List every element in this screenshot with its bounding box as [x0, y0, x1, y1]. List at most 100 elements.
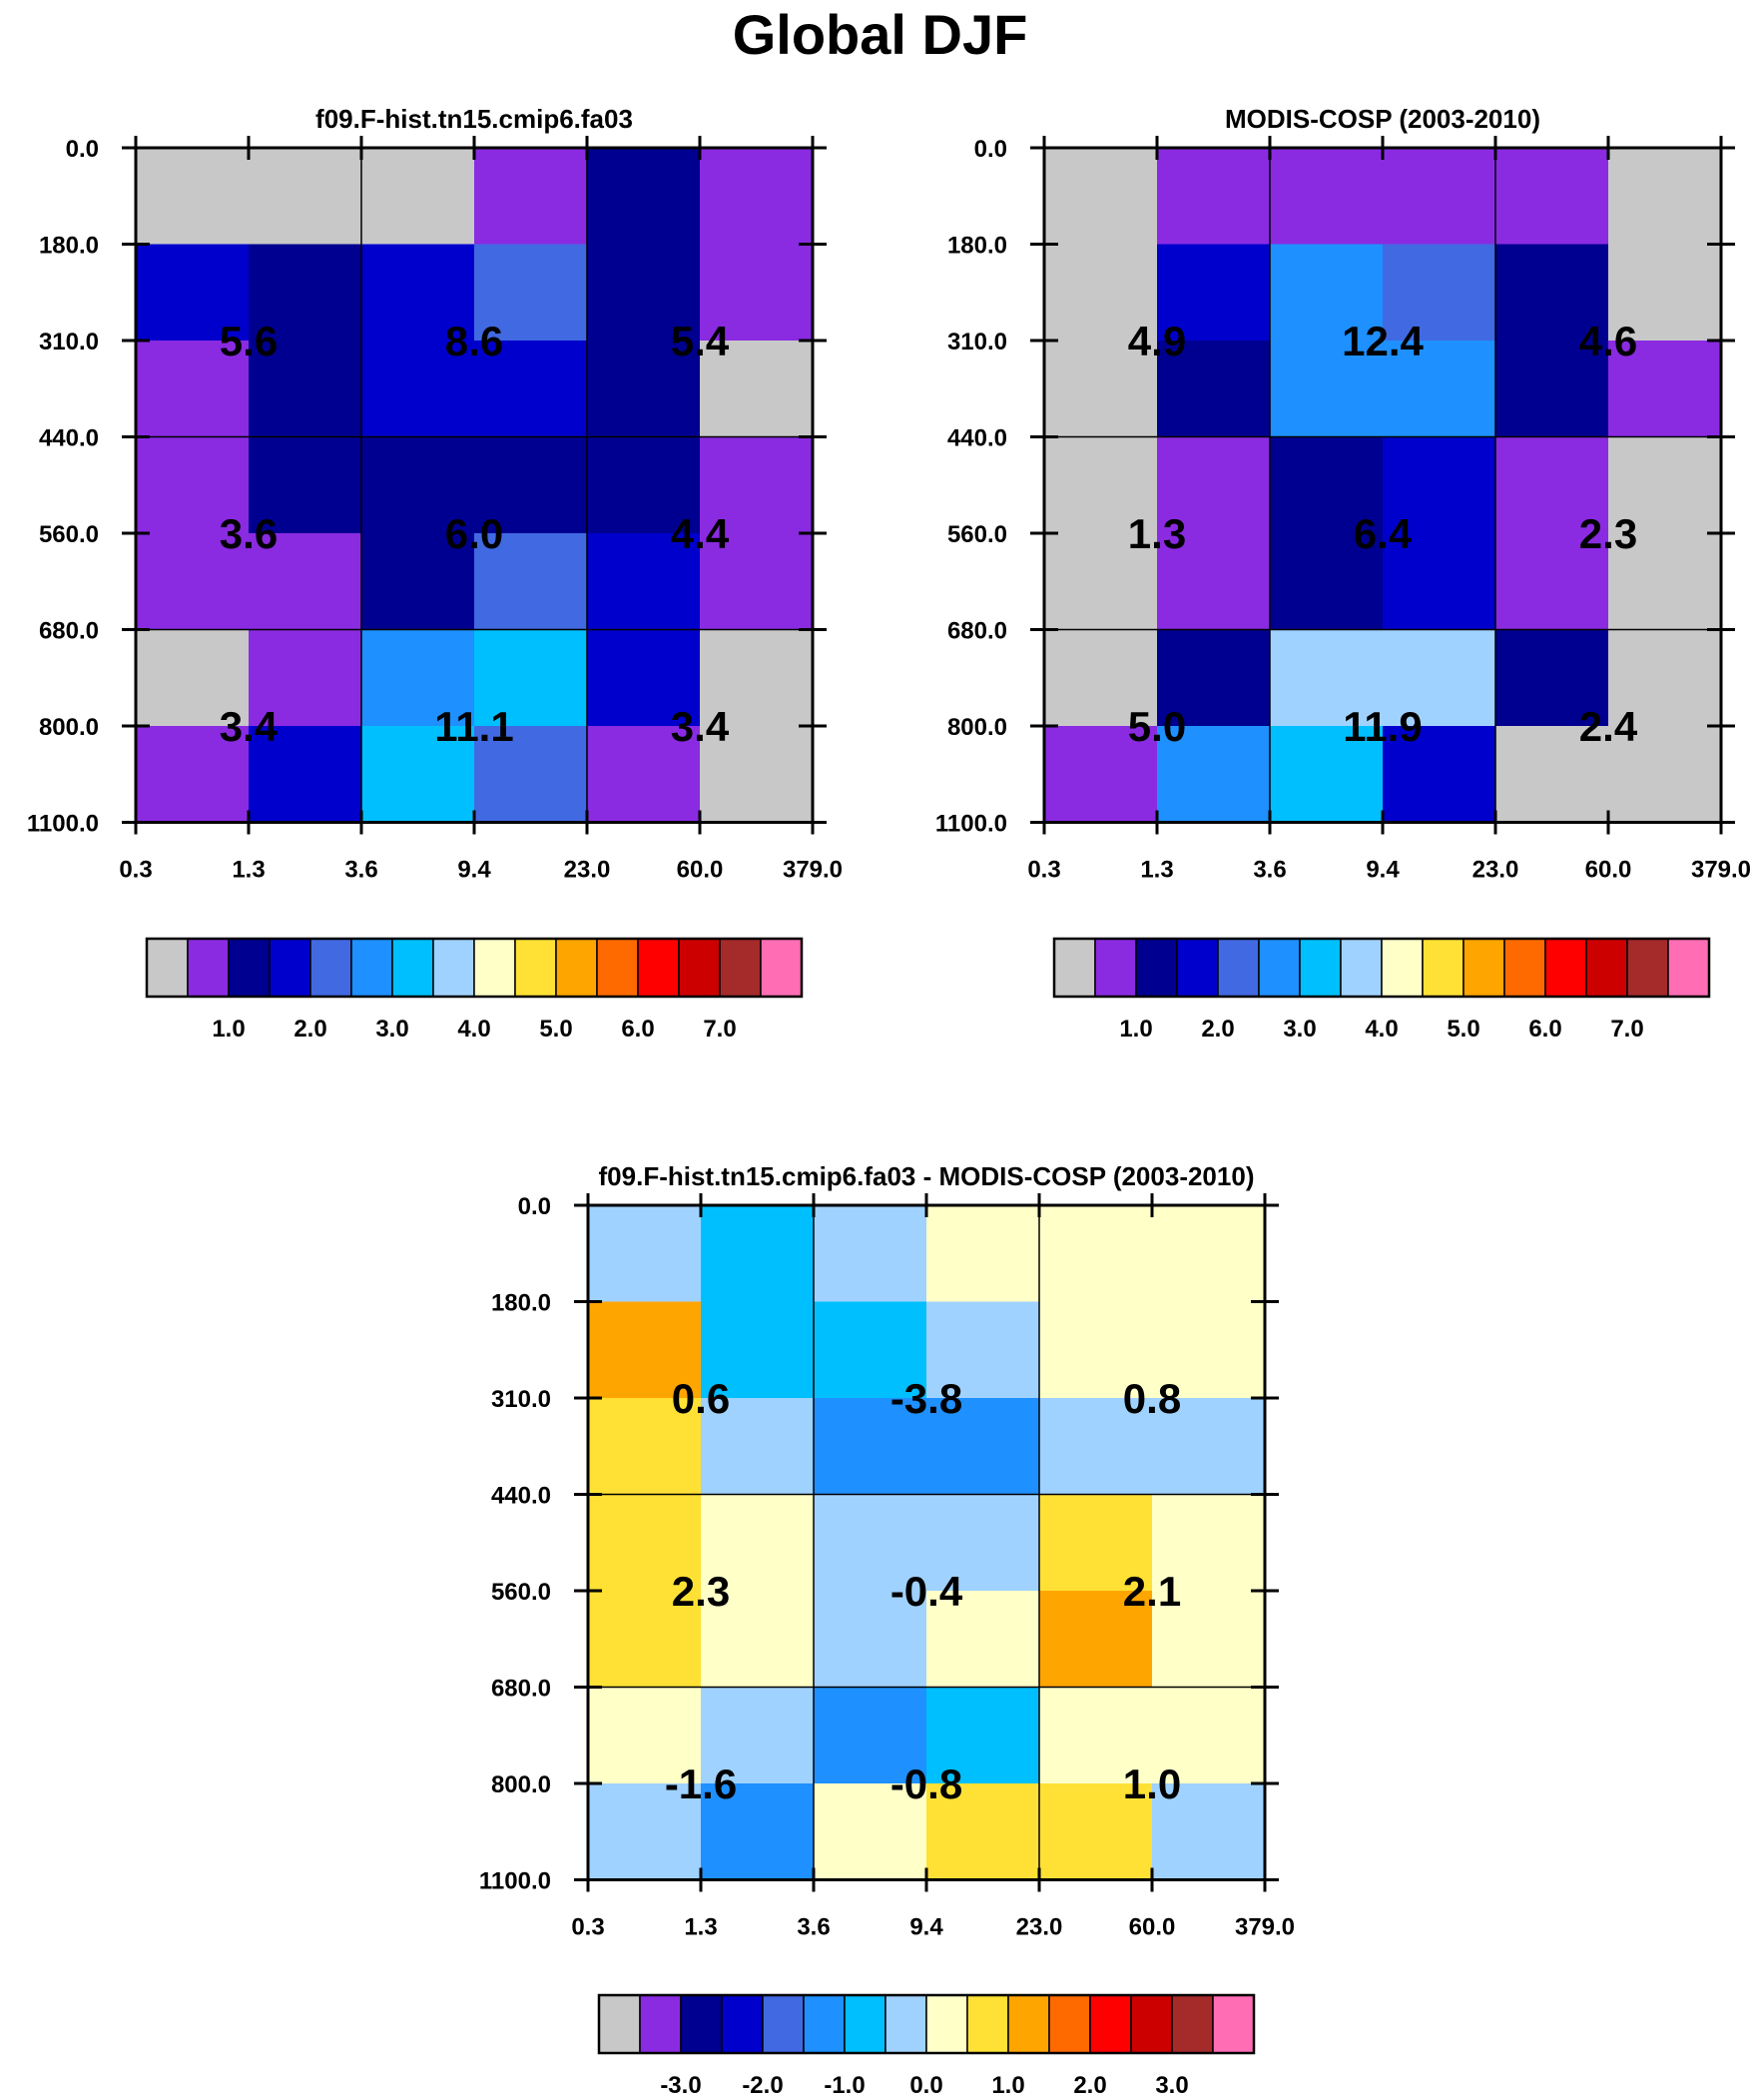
y-tick-label: 180.0 [947, 233, 1007, 260]
colorbar-swatch [637, 938, 680, 998]
box-value-label: 3.4 [671, 703, 730, 750]
heatmap-cell [249, 629, 362, 727]
y-tick-label: 1100.0 [27, 811, 99, 838]
heatmap-cell [474, 726, 588, 824]
figure-title: Global DJF [732, 3, 1028, 66]
box-value-label: -0.8 [890, 1760, 962, 1807]
heatmap-cell [700, 436, 814, 534]
heatmap-cell [361, 533, 475, 631]
x-tick-label: 9.4 [457, 857, 491, 884]
heatmap-cell [588, 1205, 702, 1303]
y-tick-label: 680.0 [491, 1676, 551, 1703]
heatmap-cell [1383, 244, 1496, 342]
heatmap-cell [814, 1783, 927, 1881]
y-tick-label: 800.0 [947, 714, 1007, 741]
heatmap-cell [136, 148, 250, 246]
box-value-label: 0.8 [1123, 1375, 1181, 1422]
colorbar-swatch [1176, 938, 1219, 998]
heatmap-cell [361, 436, 475, 534]
y-tick-label: 680.0 [39, 618, 99, 645]
y-tick-label: 0.0 [66, 136, 99, 163]
box-value-label: 2.4 [1579, 703, 1638, 750]
heatmap-cell [1152, 1783, 1266, 1881]
y-tick-label: 560.0 [947, 521, 1007, 548]
heatmap-cell [701, 1591, 815, 1689]
colorbar-swatch [678, 938, 721, 998]
colorbar-swatch [1171, 1994, 1214, 2054]
colorbar-swatch [1667, 938, 1710, 998]
heatmap-cell [700, 341, 814, 438]
heatmap-cell [1152, 1494, 1266, 1592]
heatmap-cell [1157, 244, 1271, 342]
colorbar-swatch [146, 938, 189, 998]
heatmap-cell [701, 1398, 815, 1496]
heatmap-cell [361, 341, 475, 438]
heatmap-cell [587, 533, 701, 631]
box-value-label: -3.8 [890, 1375, 962, 1422]
heatmap-cell [1495, 244, 1609, 342]
y-tick-label: 680.0 [947, 618, 1007, 645]
heatmap-cell [701, 1301, 815, 1399]
heatmap-cell [587, 726, 701, 824]
heatmap-cell [1608, 436, 1722, 534]
x-tick-label: 379.0 [783, 857, 843, 884]
colorbar-label: 5.0 [1447, 1016, 1479, 1043]
colorbar-swatch [432, 938, 475, 998]
heatmap-cell [1044, 726, 1158, 824]
heatmap-cell [361, 726, 475, 824]
heatmap-cell [701, 1687, 815, 1784]
box-value-label: 4.9 [1128, 318, 1186, 364]
colorbar-label: 3.0 [375, 1016, 408, 1043]
heatmap-cell [926, 1301, 1040, 1399]
colorbar-label: -2.0 [742, 2072, 783, 2099]
panel-obs: MODIS-COSP (2003-2010) 0.3 1.3 3.6 9.4 23.0 60… [935, 104, 1751, 1043]
colorbar-swatch [350, 938, 393, 998]
heatmap-cell [1039, 1205, 1153, 1303]
heatmap-cell [1270, 244, 1384, 342]
colorbar-swatch [966, 1994, 1009, 2054]
heatmap-cell [700, 726, 814, 824]
heatmap-cell [1152, 1591, 1266, 1689]
colorbar: -3.0 -2.0 -1.0 0.0 1.0 2.0 3.0 [597, 1993, 1256, 2099]
box-value-label: 4.4 [671, 510, 730, 557]
heatmap-cell [926, 1591, 1040, 1689]
heatmap-cell [587, 436, 701, 534]
heatmap-cell [1495, 148, 1609, 246]
colorbar: 1.0 2.0 3.0 4.0 5.0 6.0 7.0 [1052, 937, 1711, 1043]
heatmap-cell [701, 1783, 815, 1881]
x-tick-label: 1.3 [684, 1914, 717, 1941]
x-tick-label: 0.3 [1027, 857, 1060, 884]
heatmap-cell [1152, 1205, 1266, 1303]
colorbar-label: -1.0 [824, 2072, 865, 2099]
heatmap-cell [1383, 148, 1496, 246]
y-tick-label: 440.0 [491, 1483, 551, 1510]
heatmap-cell [701, 1205, 815, 1303]
box-value-label: 11.9 [1343, 703, 1422, 750]
y-tick-label: 1100.0 [935, 811, 1007, 838]
heatmap-cell [587, 244, 701, 342]
colorbar-swatch [760, 938, 803, 998]
box-value-label: 2.1 [1123, 1568, 1181, 1615]
heatmap-cell [1383, 533, 1496, 631]
box-value-label: 12.4 [1342, 318, 1424, 364]
colorbar-swatch [1340, 938, 1383, 998]
y-tick-label: 310.0 [39, 329, 99, 355]
y-tick-label: 0.0 [974, 136, 1007, 163]
colorbar-swatch [598, 1994, 641, 2054]
heatmap-cell [1270, 533, 1384, 631]
heatmap-cell [1608, 726, 1722, 824]
heatmap-cell [361, 244, 475, 342]
colorbar-swatch [596, 938, 639, 998]
colorbar-swatch [884, 1994, 927, 2054]
heatmap-cell [1495, 533, 1609, 631]
colorbar-swatch [1007, 1994, 1050, 2054]
x-tick-label: 9.4 [909, 1914, 943, 1941]
panel-diff: f09.F-hist.tn15.cmip6.fa03 - MODIS-COSP … [479, 1161, 1295, 2099]
box-value-label: -0.4 [890, 1568, 963, 1615]
panel-title: MODIS-COSP (2003-2010) [1225, 104, 1540, 134]
colorbar-swatch [1135, 938, 1178, 998]
heatmap-cell [700, 148, 814, 246]
box-value-label: 1.0 [1123, 1760, 1181, 1807]
colorbar-label: 1.0 [991, 2072, 1024, 2099]
x-tick-label: 23.0 [564, 857, 611, 884]
